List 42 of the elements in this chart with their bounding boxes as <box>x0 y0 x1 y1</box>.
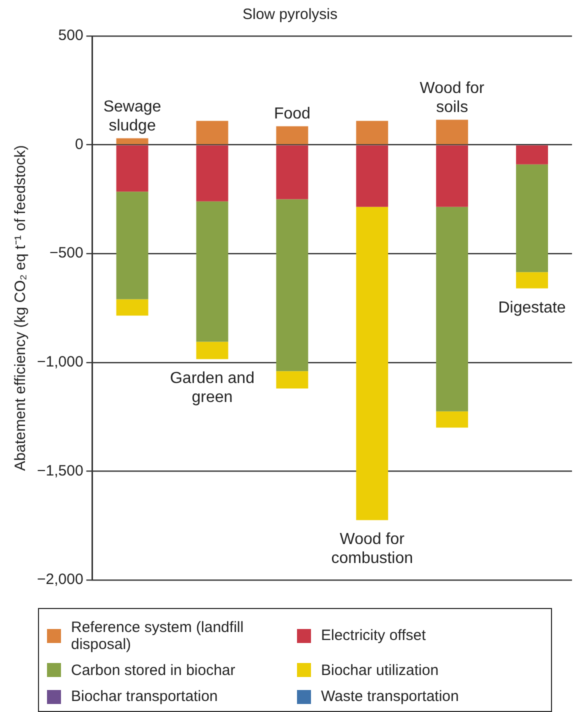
bar <box>436 206 468 412</box>
x-tick-label: Garden and green <box>170 370 254 406</box>
bar <box>116 145 148 192</box>
bar <box>356 206 388 520</box>
legend-label: Electricity offset <box>321 627 426 644</box>
x-tick-label: Wood for combustion <box>331 531 414 568</box>
bar <box>516 164 548 272</box>
x-tick-label: Sewage sludge <box>103 98 162 134</box>
bar <box>356 145 388 207</box>
bar <box>196 120 228 144</box>
bar <box>196 145 228 202</box>
bar <box>196 201 228 342</box>
bar <box>116 192 148 300</box>
bar <box>276 126 308 144</box>
bar <box>516 145 548 164</box>
bar <box>356 120 388 144</box>
bar <box>516 272 548 288</box>
bar <box>436 120 468 144</box>
y-tick-label: 500 <box>58 27 84 44</box>
y-tick-label: −500 <box>50 244 84 262</box>
bar <box>436 145 468 207</box>
x-tick-label: Wood for soils <box>420 80 486 116</box>
bar <box>196 342 228 360</box>
bar <box>276 199 308 372</box>
bar <box>116 299 148 316</box>
legend-label: Waste transportation <box>321 688 459 706</box>
legend-label: Carbon stored in biochar <box>71 662 236 679</box>
y-tick-label: −2,000 <box>37 571 84 588</box>
bar <box>116 138 148 144</box>
bar <box>276 371 308 389</box>
x-tick-label: Food <box>274 105 310 122</box>
y-axis-title: Abatement efficiency (kg CO₂ eq t⁻¹ of feedstock) <box>12 145 30 471</box>
y-tick-label: −1,000 <box>37 354 84 371</box>
legend-label: Biochar transportation <box>71 688 218 706</box>
legend-label: Reference system (landfill disposal) <box>71 618 245 653</box>
bar <box>436 411 468 428</box>
bar <box>276 145 308 200</box>
chart-title: Slow pyrolysis <box>242 6 338 24</box>
legend-label: Biochar utilization <box>321 662 439 679</box>
y-tick-label: 0 <box>74 136 84 153</box>
x-tick-label: Digestate <box>498 299 566 316</box>
y-tick-label: −1,500 <box>37 462 84 480</box>
